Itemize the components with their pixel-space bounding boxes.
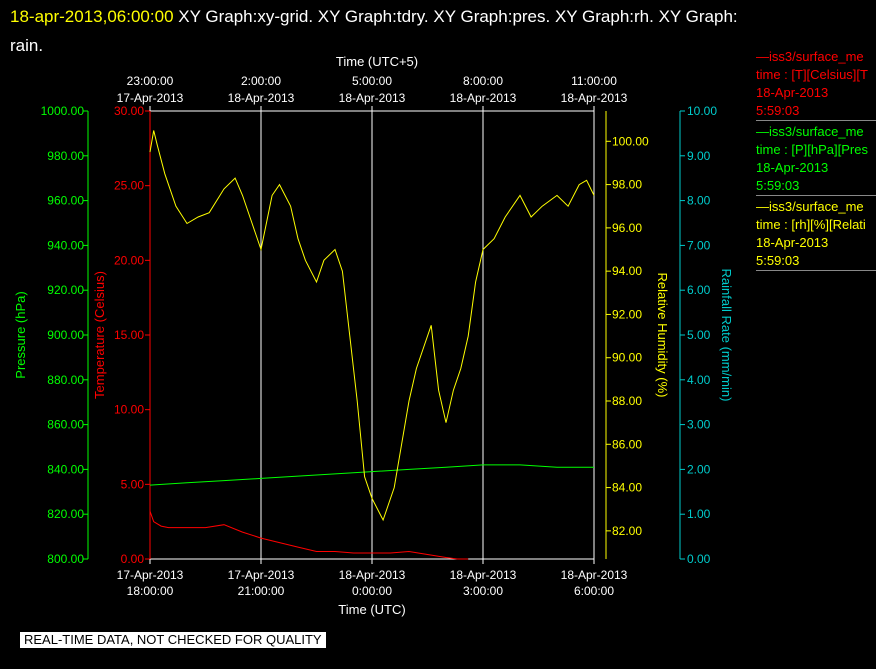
pressure-axis-tick-label: 800.00 — [47, 552, 84, 566]
temperature-axis-tick-label: 30.00 — [114, 104, 144, 118]
header: 18-apr-2013,06:00:00 XY Graph:xy-grid. X… — [10, 2, 860, 60]
series — [149, 130, 595, 560]
humidity-axis-tick-label: 98.00 — [612, 178, 642, 192]
x-tick-label-bottom-time: 0:00:00 — [352, 584, 392, 598]
humidity-axis-tick-label: 82.00 — [612, 524, 642, 538]
x-tick-label-bottom-date: 18-Apr-2013 — [339, 568, 406, 582]
legend-line4: 5:59:03 — [756, 103, 800, 118]
legend-item-temperature: —iss3/surface_me time : [T][Celsius][T 1… — [756, 48, 876, 121]
legend-line1: —iss3/surface_me — [756, 199, 864, 214]
rainfall-axis-tick-label: 5.00 — [687, 328, 711, 342]
pressure-axis-tick-label: 820.00 — [47, 507, 84, 521]
pressure-axis-tick-label: 920.00 — [47, 283, 84, 297]
pressure-axis-tick-label: 860.00 — [47, 418, 84, 432]
humidity-axis-tick-label: 90.00 — [612, 351, 642, 365]
rainfall-axis-tick-label: 8.00 — [687, 194, 711, 208]
legend: —iss3/surface_me time : [T][Celsius][T 1… — [756, 48, 876, 273]
x-tick-label-top-time: 2:00:00 — [241, 74, 281, 88]
x-tick-label-bottom-time: 21:00:00 — [238, 584, 285, 598]
legend-item-pressure: —iss3/surface_me time : [P][hPa][Pres 18… — [756, 123, 876, 196]
humidity-axis-tick-label: 86.00 — [612, 437, 642, 451]
legend-line1: —iss3/surface_me — [756, 124, 864, 139]
legend-line2: time : [T][Celsius][T — [756, 67, 868, 82]
pressure-axis-title: Pressure (hPa) — [13, 291, 28, 378]
legend-line2: time : [rh][%][Relati — [756, 217, 866, 232]
pressure-axis-tick-label: 960.00 — [47, 194, 84, 208]
x-axis-title-bottom: Time (UTC) — [338, 602, 405, 617]
legend-item-humidity: —iss3/surface_me time : [rh][%][Relati 1… — [756, 198, 876, 271]
humidity-axis: 82.00 84.00 86.00 88.00 90.00 92.00 94.00 96.00… — [605, 111, 670, 559]
pressure-axis-tick-label: 880.00 — [47, 373, 84, 387]
rainfall-axis-tick-label: 1.00 — [687, 507, 711, 521]
rainfall-axis-tick-label: 6.00 — [687, 283, 711, 297]
x-tick-label-bottom-date: 18-Apr-2013 — [450, 568, 517, 582]
x-tick-label-bottom-time: 3:00:00 — [463, 584, 503, 598]
x-tick-label-top-date: 18-Apr-2013 — [450, 91, 517, 105]
rainfall-axis-title: Rainfall Rate (mm/min) — [719, 269, 734, 402]
legend-line4: 5:59:03 — [756, 178, 800, 193]
x-tick-label-top-time: 8:00:00 — [463, 74, 503, 88]
pressure-axis-tick-label: 940.00 — [47, 238, 84, 252]
rainfall-axis-tick-label: 0.00 — [687, 552, 711, 566]
pressure-axis-tick-label: 980.00 — [47, 149, 84, 163]
temperature-axis-tick-label: 5.00 — [121, 477, 145, 491]
pressure-axis: 800.00 820.00 840.00 860.00 880.00 900.00 920.… — [13, 104, 89, 566]
rainfall-axis-tick-label: 3.00 — [687, 418, 711, 432]
x-tick-label-bottom-date: 17-Apr-2013 — [228, 568, 295, 582]
rainfall-axis-tick-label: 4.00 — [687, 373, 711, 387]
x-axis-title-top: Time (UTC+5) — [336, 54, 418, 69]
humidity-axis-tick-label: 94.00 — [612, 264, 642, 278]
humidity-axis-tick-label: 92.00 — [612, 307, 642, 321]
legend-line3: 18-Apr-2013 — [756, 235, 829, 250]
header-titles: XY Graph:xy-grid. XY Graph:tdry. XY Grap… — [178, 7, 738, 26]
temperature-line — [149, 511, 469, 560]
rainfall-axis: 0.00 1.00 2.00 3.00 4.00 5.00 6.00 7.00 8.00 9.00… — [679, 104, 734, 566]
x-tick-label-top-time: 23:00:00 — [127, 74, 174, 88]
axes: 800.00 820.00 840.00 860.00 880.00 900.00 920.… — [13, 104, 734, 566]
header-timestamp: 18-apr-2013,06:00:00 — [10, 7, 174, 26]
legend-line4: 5:59:03 — [756, 253, 800, 268]
pressure-axis-tick-label: 900.00 — [47, 328, 84, 342]
header-titles-line2: rain. — [10, 36, 44, 55]
temperature-axis-tick-label: 20.00 — [114, 253, 144, 267]
x-tick-label-top-date: 18-Apr-2013 — [339, 91, 406, 105]
x-tick-label-top-date: 18-Apr-2013 — [228, 91, 295, 105]
x-tick-label-top-date: 17-Apr-2013 — [117, 91, 184, 105]
legend-line1: —iss3/surface_me — [756, 49, 864, 64]
x-axes: 17-Apr-2013 18:00:00 17-Apr-2013 21:00:00 18… — [117, 54, 628, 617]
disclaimer: REAL-TIME DATA, NOT CHECKED FOR QUALITY — [20, 632, 326, 648]
x-tick-label-bottom-time: 6:00:00 — [574, 584, 614, 598]
pressure-line — [149, 464, 594, 486]
x-tick-label-top-time: 5:00:00 — [352, 74, 392, 88]
x-tick-label-bottom-date: 17-Apr-2013 — [117, 568, 184, 582]
grid — [260, 111, 484, 559]
legend-line2: time : [P][hPa][Pres — [756, 142, 868, 157]
humidity-axis-tick-label: 96.00 — [612, 221, 642, 235]
rainfall-axis-tick-label: 7.00 — [687, 238, 711, 252]
temperature-axis-tick-label: 15.00 — [114, 328, 144, 342]
temperature-axis: 0.00 5.00 10.00 15.00 20.00 25.00 30.00 Tempera… — [92, 104, 151, 566]
x-tick-label-bottom-time: 18:00:00 — [127, 584, 174, 598]
rainfall-axis-tick-label: 2.00 — [687, 462, 711, 476]
temperature-axis-title: Temperature (Celsius) — [92, 271, 107, 399]
temperature-axis-tick-label: 25.00 — [114, 179, 144, 193]
legend-line3: 18-Apr-2013 — [756, 85, 829, 100]
relative-humidity-line — [149, 130, 595, 522]
x-tick-label-top-date: 18-Apr-2013 — [561, 91, 628, 105]
rainfall-axis-tick-label: 10.00 — [687, 104, 717, 118]
x-tick-label-top-time: 11:00:00 — [571, 74, 617, 88]
humidity-axis-tick-label: 84.00 — [612, 481, 642, 495]
legend-line3: 18-Apr-2013 — [756, 160, 829, 175]
rainfall-axis-tick-label: 9.00 — [687, 149, 711, 163]
pressure-axis-tick-label: 1000.00 — [41, 104, 85, 118]
x-tick-label-bottom-date: 18-Apr-2013 — [561, 568, 628, 582]
humidity-axis-tick-label: 88.00 — [612, 394, 642, 408]
humidity-axis-title: Relative Humidity (%) — [655, 273, 670, 398]
temperature-axis-tick-label: 0.00 — [121, 552, 145, 566]
temperature-axis-tick-label: 10.00 — [114, 403, 144, 417]
pressure-axis-tick-label: 840.00 — [47, 462, 84, 476]
humidity-axis-tick-label: 100.00 — [612, 134, 649, 148]
